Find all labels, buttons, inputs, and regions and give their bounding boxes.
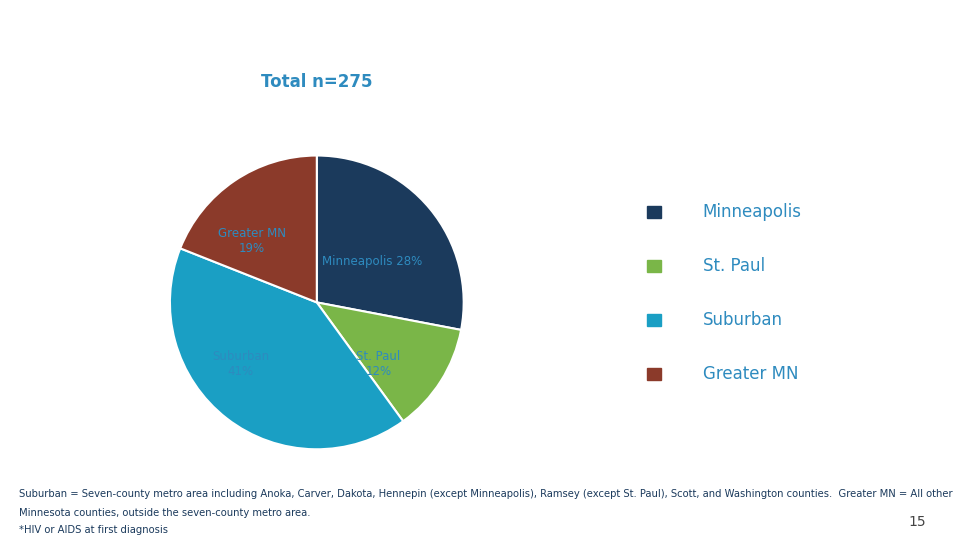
Bar — [647, 368, 661, 380]
Bar — [647, 206, 661, 218]
Text: HIV Diagnoses* in Minnesota by Residence at Diagnosis, 2019: HIV Diagnoses* in Minnesota by Residence… — [34, 31, 957, 58]
Text: Total n=275: Total n=275 — [261, 73, 372, 91]
Text: St. Paul: St. Paul — [703, 256, 765, 275]
Text: *HIV or AIDS at first diagnosis: *HIV or AIDS at first diagnosis — [19, 525, 168, 535]
Text: 15: 15 — [909, 515, 926, 529]
Bar — [647, 314, 661, 326]
Wedge shape — [317, 156, 464, 330]
Wedge shape — [317, 302, 461, 421]
Text: Minneapolis 28%: Minneapolis 28% — [323, 255, 422, 268]
Text: Suburban
41%: Suburban 41% — [212, 350, 269, 378]
Text: Suburban = Seven-county metro area including Anoka, Carver, Dakota, Hennepin (ex: Suburban = Seven-county metro area inclu… — [19, 489, 953, 499]
Wedge shape — [180, 156, 317, 302]
Text: Minnesota counties, outside the seven-county metro area.: Minnesota counties, outside the seven-co… — [19, 508, 311, 518]
Text: St. Paul
12%: St. Paul 12% — [356, 350, 400, 378]
Wedge shape — [170, 248, 403, 449]
Text: Greater MN: Greater MN — [703, 364, 798, 383]
Text: Greater MN
19%: Greater MN 19% — [218, 227, 286, 255]
Text: Suburban: Suburban — [703, 310, 782, 329]
Text: Minneapolis: Minneapolis — [703, 202, 802, 221]
Bar — [647, 260, 661, 272]
